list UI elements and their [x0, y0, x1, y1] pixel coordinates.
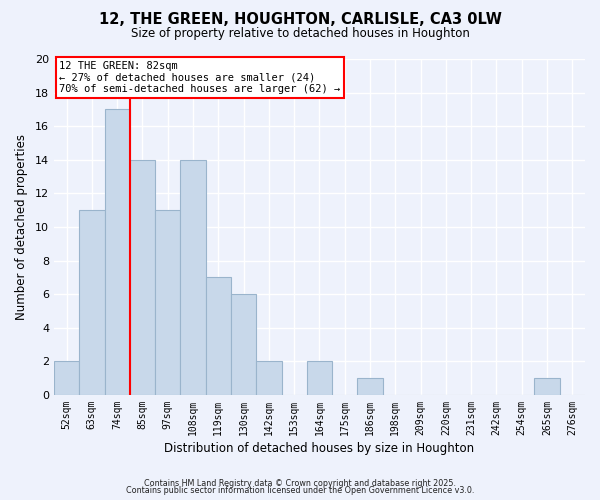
Bar [206, 278, 231, 395]
Bar [256, 362, 281, 395]
Text: Size of property relative to detached houses in Houghton: Size of property relative to detached ho… [131, 28, 469, 40]
Bar [104, 110, 130, 395]
Text: 12 THE GREEN: 82sqm
← 27% of detached houses are smaller (24)
70% of semi-detach: 12 THE GREEN: 82sqm ← 27% of detached ho… [59, 60, 340, 94]
Bar [307, 362, 332, 395]
Bar [535, 378, 560, 395]
Bar [54, 362, 79, 395]
Bar [79, 210, 104, 395]
Bar [181, 160, 206, 395]
Bar [155, 210, 181, 395]
Text: Contains public sector information licensed under the Open Government Licence v3: Contains public sector information licen… [126, 486, 474, 495]
Bar [130, 160, 155, 395]
X-axis label: Distribution of detached houses by size in Houghton: Distribution of detached houses by size … [164, 442, 475, 455]
Y-axis label: Number of detached properties: Number of detached properties [15, 134, 28, 320]
Bar [358, 378, 383, 395]
Bar [231, 294, 256, 395]
Text: Contains HM Land Registry data © Crown copyright and database right 2025.: Contains HM Land Registry data © Crown c… [144, 478, 456, 488]
Text: 12, THE GREEN, HOUGHTON, CARLISLE, CA3 0LW: 12, THE GREEN, HOUGHTON, CARLISLE, CA3 0… [98, 12, 502, 28]
